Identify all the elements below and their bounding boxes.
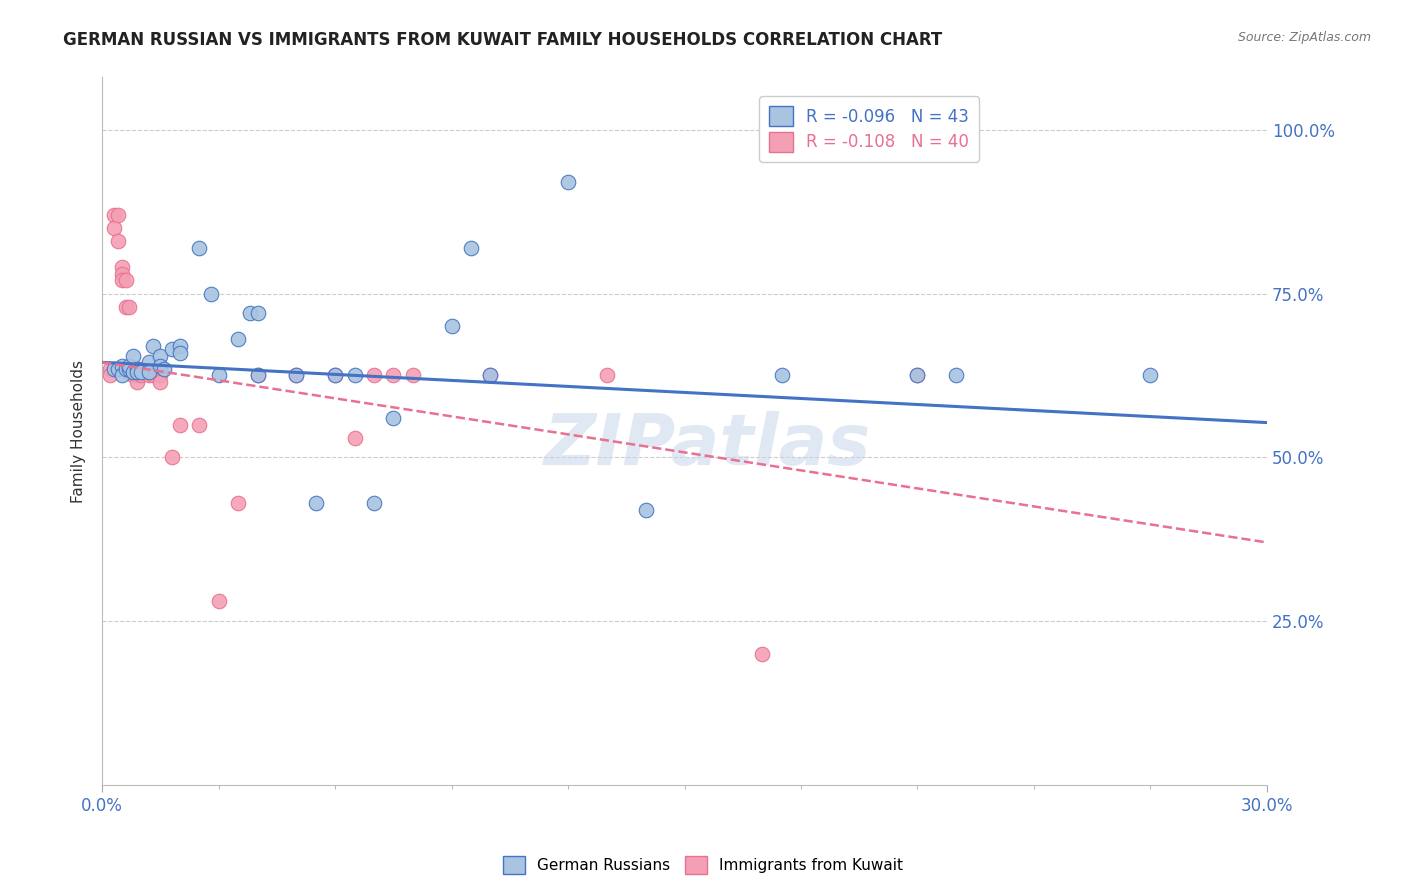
Point xyxy=(323,368,346,383)
Point xyxy=(634,502,657,516)
Point xyxy=(103,362,125,376)
Point xyxy=(945,368,967,383)
Point xyxy=(114,300,136,314)
Point xyxy=(343,431,366,445)
Point xyxy=(107,208,129,222)
Point xyxy=(169,339,191,353)
Point xyxy=(122,349,145,363)
Point xyxy=(382,411,405,425)
Point xyxy=(169,345,191,359)
Point xyxy=(122,368,145,383)
Point xyxy=(751,647,773,661)
Point xyxy=(382,368,405,383)
Point xyxy=(127,375,149,389)
Point xyxy=(127,365,149,379)
Y-axis label: Family Households: Family Households xyxy=(72,359,86,502)
Point xyxy=(153,362,176,376)
Point xyxy=(557,175,579,189)
Point xyxy=(200,286,222,301)
Point xyxy=(285,368,308,383)
Point xyxy=(127,368,149,383)
Point xyxy=(114,273,136,287)
Legend: German Russians, Immigrants from Kuwait: German Russians, Immigrants from Kuwait xyxy=(498,850,908,880)
Point xyxy=(440,319,463,334)
Point xyxy=(103,221,125,235)
Point xyxy=(160,450,183,465)
Point xyxy=(118,362,141,376)
Point xyxy=(1139,368,1161,383)
Point xyxy=(111,359,134,373)
Point xyxy=(285,368,308,383)
Point xyxy=(118,300,141,314)
Point xyxy=(142,339,165,353)
Point xyxy=(208,368,231,383)
Text: Source: ZipAtlas.com: Source: ZipAtlas.com xyxy=(1237,31,1371,45)
Point xyxy=(246,368,269,383)
Point xyxy=(343,368,366,383)
Text: GERMAN RUSSIAN VS IMMIGRANTS FROM KUWAIT FAMILY HOUSEHOLDS CORRELATION CHART: GERMAN RUSSIAN VS IMMIGRANTS FROM KUWAIT… xyxy=(63,31,942,49)
Point xyxy=(770,368,793,383)
Point xyxy=(118,362,141,376)
Point xyxy=(208,594,231,608)
Point xyxy=(98,362,121,376)
Point xyxy=(111,267,134,281)
Point xyxy=(107,362,129,376)
Point xyxy=(305,496,328,510)
Point xyxy=(149,368,172,383)
Point xyxy=(142,368,165,383)
Point xyxy=(138,355,160,369)
Point xyxy=(149,375,172,389)
Point xyxy=(479,368,502,383)
Point xyxy=(127,362,149,376)
Point xyxy=(596,368,619,383)
Point xyxy=(111,273,134,287)
Point xyxy=(907,368,929,383)
Point xyxy=(122,362,145,376)
Point xyxy=(188,241,211,255)
Point xyxy=(149,359,172,373)
Point xyxy=(149,349,172,363)
Point xyxy=(363,368,385,383)
Point xyxy=(118,365,141,379)
Point xyxy=(323,368,346,383)
Point xyxy=(246,306,269,320)
Point xyxy=(479,368,502,383)
Point xyxy=(907,368,929,383)
Point xyxy=(138,368,160,383)
Point xyxy=(226,333,249,347)
Point xyxy=(239,306,262,320)
Text: ZIPatlas: ZIPatlas xyxy=(544,410,872,480)
Point xyxy=(138,365,160,379)
Point xyxy=(114,362,136,376)
Legend: R = -0.096   N = 43, R = -0.108   N = 40: R = -0.096 N = 43, R = -0.108 N = 40 xyxy=(759,96,979,161)
Point xyxy=(363,496,385,510)
Point xyxy=(129,368,152,383)
Point xyxy=(122,365,145,379)
Point xyxy=(188,417,211,432)
Point xyxy=(111,260,134,275)
Point xyxy=(107,234,129,248)
Point xyxy=(402,368,425,383)
Point xyxy=(111,368,134,383)
Point xyxy=(98,368,121,383)
Point xyxy=(246,368,269,383)
Point xyxy=(129,362,152,376)
Point xyxy=(169,417,191,432)
Point xyxy=(460,241,482,255)
Point xyxy=(226,496,249,510)
Point xyxy=(129,365,152,379)
Point xyxy=(118,359,141,373)
Point xyxy=(103,208,125,222)
Point xyxy=(160,343,183,357)
